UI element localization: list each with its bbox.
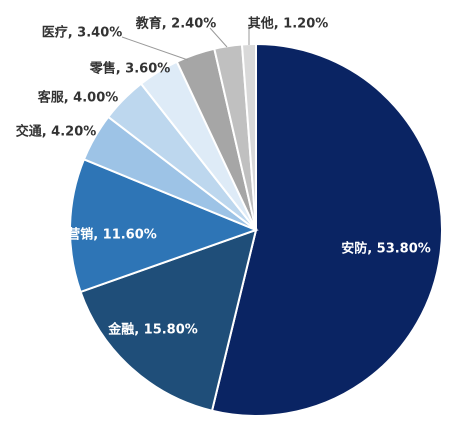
data-label-3: 营销, 11.60%	[67, 227, 157, 243]
data-label-1: 安防, 53.80%	[341, 241, 431, 257]
data-label-5: 客服, 4.00%	[38, 90, 119, 106]
pie-slice-3	[69, 158, 259, 294]
pie-slice-1	[210, 42, 444, 417]
leader-lines	[121, 26, 250, 61]
data-label-9: 其他, 1.20%	[248, 16, 329, 32]
leader-line-8	[209, 27, 228, 48]
data-labels: 安防, 53.80% 金融, 15.80% 营销, 11.60% 交通, 4.20% 客…	[16, 16, 431, 338]
data-label-7: 医疗, 3.40%	[42, 25, 123, 41]
pie-slices	[69, 42, 444, 417]
data-label-6: 零售, 3.60%	[89, 61, 171, 77]
pie-slice-2	[79, 228, 258, 412]
data-label-8: 教育, 2.40%	[135, 16, 217, 32]
leader-line-7	[121, 36, 189, 61]
data-label-4: 交通, 4.20%	[16, 124, 97, 140]
data-label-2: 金融, 15.80%	[107, 322, 198, 338]
